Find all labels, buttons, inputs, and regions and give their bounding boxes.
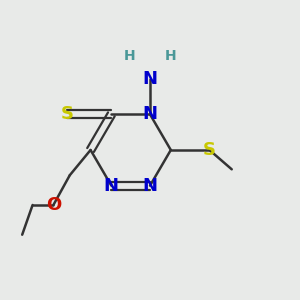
Text: N: N: [142, 70, 158, 88]
Text: S: S: [203, 141, 216, 159]
Text: N: N: [104, 177, 119, 195]
Text: N: N: [142, 177, 158, 195]
Text: H: H: [123, 50, 135, 63]
Text: N: N: [142, 105, 158, 123]
Text: S: S: [60, 105, 73, 123]
Text: O: O: [46, 196, 61, 214]
Text: H: H: [165, 50, 177, 63]
